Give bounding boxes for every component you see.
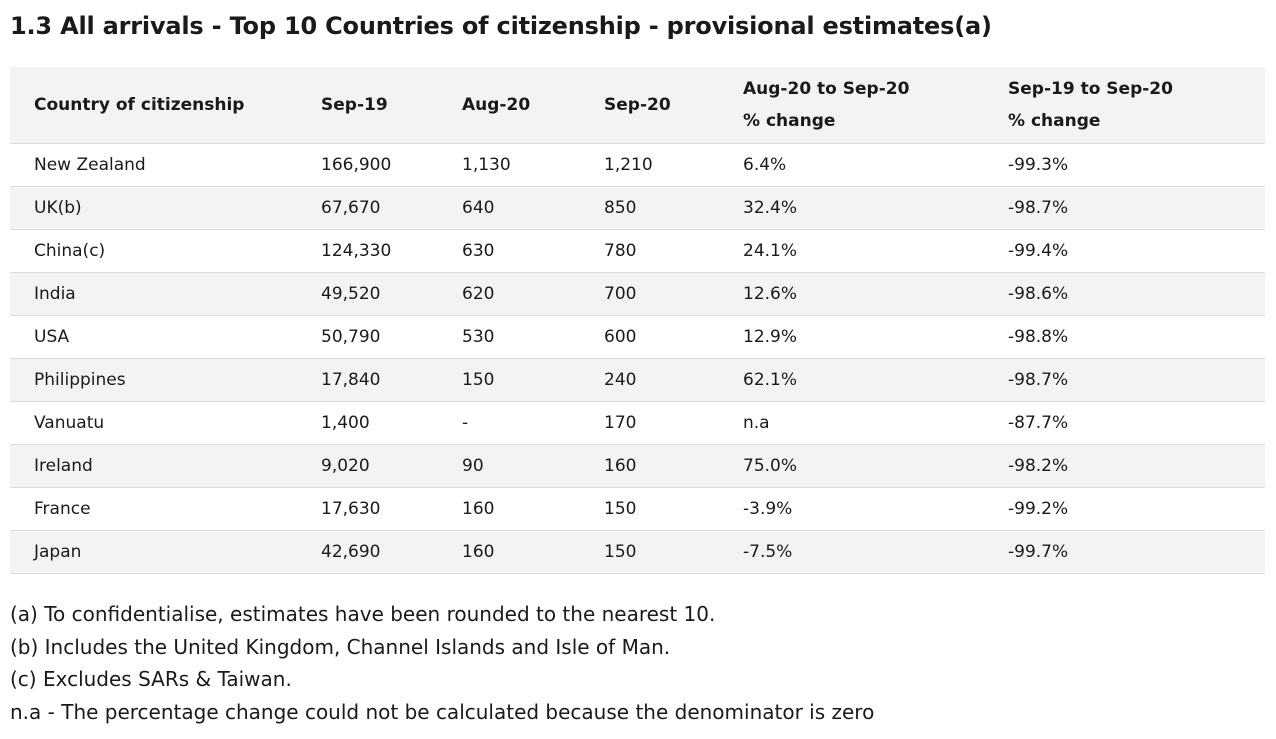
cell-sep-sep-change: -98.7% bbox=[1008, 358, 1265, 402]
cell-sep20: 1,210 bbox=[604, 143, 743, 187]
cell-sep19: 17,840 bbox=[321, 358, 462, 402]
cell-aug-sep-change: 75.0% bbox=[743, 444, 1008, 488]
cell-sep19: 124,330 bbox=[321, 229, 462, 273]
table-row: Philippines 17,840 150 240 62.1% -98.7% bbox=[10, 358, 1265, 402]
cell-aug-sep-change: 6.4% bbox=[743, 143, 1008, 187]
cell-aug20: 150 bbox=[462, 358, 604, 402]
cell-sep20: 850 bbox=[604, 186, 743, 230]
table-row: Vanuatu 1,400 - 170 n.a -87.7% bbox=[10, 401, 1265, 445]
cell-sep19: 1,400 bbox=[321, 401, 462, 445]
cell-sep-sep-change: -98.2% bbox=[1008, 444, 1265, 488]
arrivals-table: Country of citizenship Sep-19 Aug-20 Sep… bbox=[10, 67, 1265, 574]
cell-sep-sep-change: -98.6% bbox=[1008, 272, 1265, 316]
cell-sep20: 150 bbox=[604, 487, 743, 531]
cell-country: New Zealand bbox=[10, 143, 321, 187]
cell-sep19: 166,900 bbox=[321, 143, 462, 187]
cell-sep20: 700 bbox=[604, 272, 743, 316]
cell-aug20: 640 bbox=[462, 186, 604, 230]
cell-country: Ireland bbox=[10, 444, 321, 488]
cell-aug-sep-change: n.a bbox=[743, 401, 1008, 445]
cell-aug20: - bbox=[462, 401, 604, 445]
footnote-a: (a) To confidentialise, estimates have b… bbox=[10, 602, 716, 626]
cell-country: USA bbox=[10, 315, 321, 359]
table-row: New Zealand 166,900 1,130 1,210 6.4% -99… bbox=[10, 143, 1265, 187]
cell-sep-sep-change: -98.7% bbox=[1008, 186, 1265, 230]
cell-country: France bbox=[10, 487, 321, 531]
header-aug-sep-change: Aug-20 to Sep-20 % change bbox=[743, 67, 1008, 144]
table-row: USA 50,790 530 600 12.9% -98.8% bbox=[10, 315, 1265, 359]
table-row: UK(b) 67,670 640 850 32.4% -98.7% bbox=[10, 186, 1265, 230]
footnote-b: (b) Includes the United Kingdom, Channel… bbox=[10, 634, 671, 659]
cell-sep-sep-change: -87.7% bbox=[1008, 401, 1265, 445]
cell-aug20: 160 bbox=[462, 487, 604, 531]
cell-country: Philippines bbox=[10, 358, 321, 402]
page-title: 1.3 All arrivals - Top 10 Countries of c… bbox=[10, 12, 992, 40]
cell-sep19: 42,690 bbox=[321, 530, 462, 574]
table-row: India 49,520 620 700 12.6% -98.6% bbox=[10, 272, 1265, 316]
table-header: Country of citizenship Sep-19 Aug-20 Sep… bbox=[10, 67, 1265, 144]
cell-sep-sep-change: -99.2% bbox=[1008, 487, 1265, 531]
cell-aug-sep-change: -3.9% bbox=[743, 487, 1008, 531]
cell-sep19: 50,790 bbox=[321, 315, 462, 359]
cell-aug-sep-change: 24.1% bbox=[743, 229, 1008, 273]
cell-sep19: 49,520 bbox=[321, 272, 462, 316]
footnote-c: (c) Excludes SARs & Taiwan. bbox=[10, 667, 292, 691]
cell-sep19: 9,020 bbox=[321, 444, 462, 488]
cell-country: Japan bbox=[10, 530, 321, 574]
cell-sep19: 17,630 bbox=[321, 487, 462, 531]
cell-aug20: 160 bbox=[462, 530, 604, 574]
header-aug-sep-change-line1: Aug-20 to Sep-20 bbox=[743, 78, 910, 99]
cell-sep20: 150 bbox=[604, 530, 743, 574]
header-country: Country of citizenship bbox=[10, 67, 321, 144]
header-row: Country of citizenship Sep-19 Aug-20 Sep… bbox=[10, 67, 1265, 144]
table-row: Japan 42,690 160 150 -7.5% -99.7% bbox=[10, 530, 1265, 574]
cell-sep-sep-change: -99.7% bbox=[1008, 530, 1265, 574]
header-sep20: Sep-20 bbox=[604, 67, 743, 144]
footnote-na: n.a - The percentage change could not be… bbox=[10, 699, 875, 724]
table-row: China(c) 124,330 630 780 24.1% -99.4% bbox=[10, 229, 1265, 273]
cell-sep19: 67,670 bbox=[321, 186, 462, 230]
cell-sep20: 780 bbox=[604, 229, 743, 273]
cell-country: UK(b) bbox=[10, 186, 321, 230]
table-row: Ireland 9,020 90 160 75.0% -98.2% bbox=[10, 444, 1265, 488]
cell-country: Vanuatu bbox=[10, 401, 321, 445]
cell-sep20: 600 bbox=[604, 315, 743, 359]
header-sep-sep-change-line1: Sep-19 to Sep-20 bbox=[1008, 78, 1173, 99]
header-sep19: Sep-19 bbox=[321, 67, 462, 144]
cell-aug-sep-change: 32.4% bbox=[743, 186, 1008, 230]
cell-country: China(c) bbox=[10, 229, 321, 273]
cell-aug20: 630 bbox=[462, 229, 604, 273]
header-aug20: Aug-20 bbox=[462, 67, 604, 144]
table-row: France 17,630 160 150 -3.9% -99.2% bbox=[10, 487, 1265, 531]
footnotes: (a) To confidentialise, estimates have b… bbox=[10, 598, 874, 728]
header-sep-sep-change-line2: % change bbox=[1008, 110, 1101, 131]
cell-sep-sep-change: -99.4% bbox=[1008, 229, 1265, 273]
cell-aug-sep-change: 62.1% bbox=[743, 358, 1008, 402]
cell-aug-sep-change: 12.9% bbox=[743, 315, 1008, 359]
cell-aug20: 90 bbox=[462, 444, 604, 488]
cell-sep20: 160 bbox=[604, 444, 743, 488]
table-body: New Zealand 166,900 1,130 1,210 6.4% -99… bbox=[10, 143, 1265, 574]
cell-sep20: 170 bbox=[604, 401, 743, 445]
cell-sep-sep-change: -98.8% bbox=[1008, 315, 1265, 359]
cell-aug-sep-change: -7.5% bbox=[743, 530, 1008, 574]
header-aug-sep-change-line2: % change bbox=[743, 110, 836, 131]
cell-sep20: 240 bbox=[604, 358, 743, 402]
header-sep-sep-change: Sep-19 to Sep-20 % change bbox=[1008, 67, 1265, 144]
cell-aug20: 1,130 bbox=[462, 143, 604, 187]
cell-aug20: 620 bbox=[462, 272, 604, 316]
cell-country: India bbox=[10, 272, 321, 316]
cell-sep-sep-change: -99.3% bbox=[1008, 143, 1265, 187]
cell-aug-sep-change: 12.6% bbox=[743, 272, 1008, 316]
cell-aug20: 530 bbox=[462, 315, 604, 359]
